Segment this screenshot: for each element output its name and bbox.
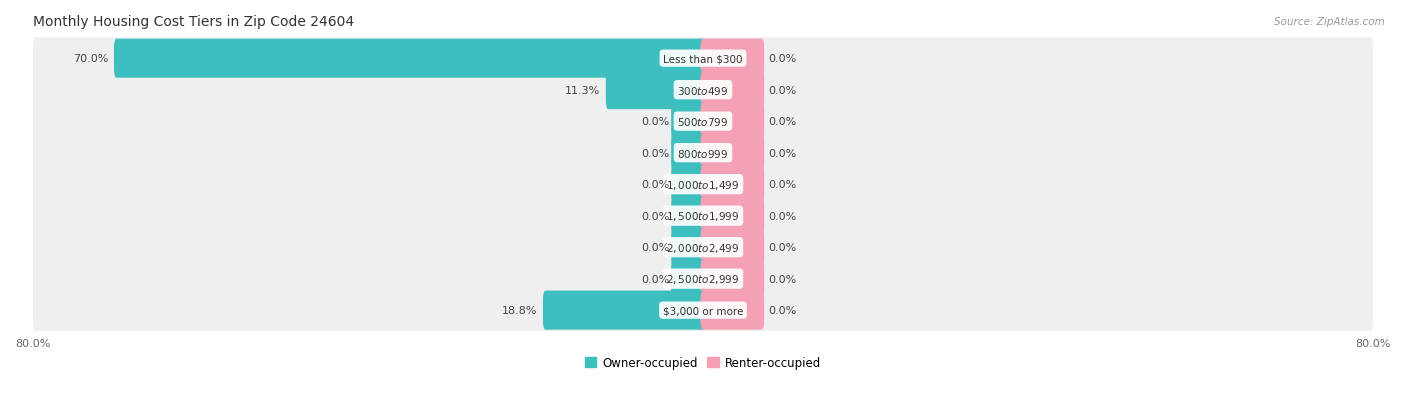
Text: $300 to $499: $300 to $499 xyxy=(678,84,728,96)
Text: Less than $300: Less than $300 xyxy=(664,54,742,64)
Text: $2,500 to $2,999: $2,500 to $2,999 xyxy=(666,273,740,285)
Text: 0.0%: 0.0% xyxy=(641,117,669,127)
Text: 70.0%: 70.0% xyxy=(73,54,108,64)
Text: 0.0%: 0.0% xyxy=(768,242,797,252)
FancyBboxPatch shape xyxy=(114,40,706,78)
Text: 0.0%: 0.0% xyxy=(768,117,797,127)
FancyBboxPatch shape xyxy=(700,228,765,267)
FancyBboxPatch shape xyxy=(606,71,706,110)
Text: Source: ZipAtlas.com: Source: ZipAtlas.com xyxy=(1274,17,1385,26)
FancyBboxPatch shape xyxy=(700,134,765,173)
Text: 0.0%: 0.0% xyxy=(768,211,797,221)
FancyBboxPatch shape xyxy=(32,133,1374,174)
Legend: Owner-occupied, Renter-occupied: Owner-occupied, Renter-occupied xyxy=(579,351,827,374)
Text: $1,500 to $1,999: $1,500 to $1,999 xyxy=(666,210,740,223)
Text: 11.3%: 11.3% xyxy=(565,85,600,95)
Text: 0.0%: 0.0% xyxy=(768,85,797,95)
FancyBboxPatch shape xyxy=(32,290,1374,331)
FancyBboxPatch shape xyxy=(671,165,706,204)
FancyBboxPatch shape xyxy=(32,258,1374,300)
FancyBboxPatch shape xyxy=(32,101,1374,142)
FancyBboxPatch shape xyxy=(700,291,765,330)
FancyBboxPatch shape xyxy=(671,134,706,173)
FancyBboxPatch shape xyxy=(700,71,765,110)
Text: 0.0%: 0.0% xyxy=(768,305,797,316)
Text: $500 to $799: $500 to $799 xyxy=(678,116,728,128)
Text: $1,000 to $1,499: $1,000 to $1,499 xyxy=(666,178,740,191)
Text: 0.0%: 0.0% xyxy=(641,148,669,158)
FancyBboxPatch shape xyxy=(700,40,765,78)
Text: 0.0%: 0.0% xyxy=(768,180,797,190)
Text: 0.0%: 0.0% xyxy=(641,242,669,252)
FancyBboxPatch shape xyxy=(671,197,706,235)
Text: $800 to $999: $800 to $999 xyxy=(678,147,728,159)
Text: 0.0%: 0.0% xyxy=(641,180,669,190)
Text: 18.8%: 18.8% xyxy=(502,305,537,316)
Text: 0.0%: 0.0% xyxy=(641,274,669,284)
FancyBboxPatch shape xyxy=(32,227,1374,268)
FancyBboxPatch shape xyxy=(700,259,765,299)
FancyBboxPatch shape xyxy=(671,259,706,299)
Text: 0.0%: 0.0% xyxy=(768,54,797,64)
FancyBboxPatch shape xyxy=(700,165,765,204)
FancyBboxPatch shape xyxy=(32,38,1374,80)
FancyBboxPatch shape xyxy=(700,197,765,235)
FancyBboxPatch shape xyxy=(32,70,1374,111)
FancyBboxPatch shape xyxy=(671,102,706,141)
Text: 0.0%: 0.0% xyxy=(768,274,797,284)
FancyBboxPatch shape xyxy=(32,195,1374,237)
Text: $2,000 to $2,499: $2,000 to $2,499 xyxy=(666,241,740,254)
FancyBboxPatch shape xyxy=(543,291,706,330)
Text: Monthly Housing Cost Tiers in Zip Code 24604: Monthly Housing Cost Tiers in Zip Code 2… xyxy=(32,15,354,29)
Text: 0.0%: 0.0% xyxy=(641,211,669,221)
Text: 0.0%: 0.0% xyxy=(768,148,797,158)
FancyBboxPatch shape xyxy=(671,228,706,267)
FancyBboxPatch shape xyxy=(32,164,1374,205)
FancyBboxPatch shape xyxy=(700,102,765,141)
Text: $3,000 or more: $3,000 or more xyxy=(662,305,744,316)
